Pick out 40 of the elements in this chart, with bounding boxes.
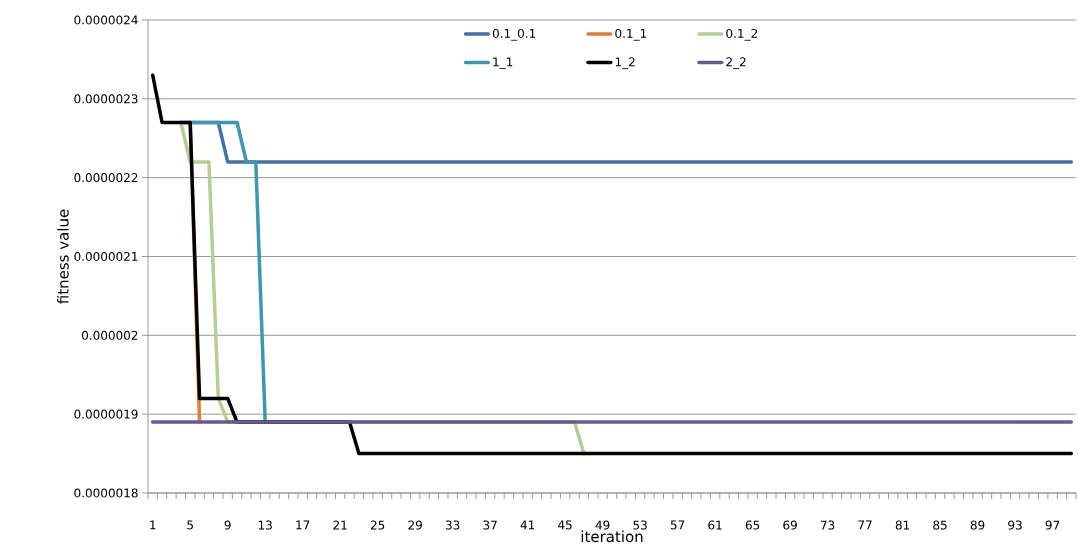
legend-label: 0.1_1 [615, 28, 647, 41]
x-tick-label: 69 [783, 520, 797, 530]
legend-label: 2_2 [726, 57, 746, 70]
legend-label: 0.1_0.1 [492, 28, 536, 41]
legend-label: 1_1 [493, 57, 513, 69]
x-tick-label: 5 [187, 520, 193, 530]
y-axis-title: fitness value [57, 209, 69, 304]
x-tick-label: 93 [1008, 520, 1022, 530]
x-tick-label: 57 [670, 520, 685, 530]
legend-label: 1_2 [615, 57, 635, 70]
x-tick-label: 65 [745, 520, 760, 530]
x-tick-label: 45 [558, 520, 572, 530]
x-tick-label: 41 [520, 520, 535, 530]
x-axis-title: iteration [581, 530, 643, 543]
x-tick-label: 89 [970, 520, 985, 530]
x-tick-label: 61 [708, 520, 722, 530]
x-tick-label: 53 [633, 520, 647, 530]
x-tick-label: 73 [820, 520, 835, 530]
x-tick-label: 37 [483, 520, 497, 530]
x-tick-label: 77 [858, 520, 872, 530]
x-tick-label: 13 [258, 520, 272, 530]
x-tick-label: 21 [333, 520, 347, 530]
x-tick-label: 97 [1045, 520, 1060, 530]
y-tick-label: 0.0000021 [74, 251, 138, 262]
x-tick-label: 33 [445, 520, 460, 530]
legend-label: 0.1_2 [726, 28, 757, 41]
x-tick-label: 9 [224, 520, 231, 530]
x-tick-label: 25 [370, 520, 385, 530]
y-tick-label: 0.0000022 [74, 173, 138, 183]
x-tick-label: 29 [408, 520, 422, 530]
y-tick-label: 0.0000018 [74, 488, 138, 498]
x-tick-label: 85 [933, 520, 947, 530]
y-tick-label: 0.000002 [82, 330, 138, 340]
y-tick-label: 0.0000024 [74, 15, 138, 25]
x-tick-label: 81 [895, 520, 910, 530]
y-tick-label: 0.0000023 [74, 94, 138, 104]
x-tick-label: 49 [595, 520, 610, 530]
x-tick-label: 1 [150, 520, 156, 530]
y-tick-label: 0.0000019 [74, 409, 138, 419]
x-tick-label: 17 [296, 520, 310, 530]
